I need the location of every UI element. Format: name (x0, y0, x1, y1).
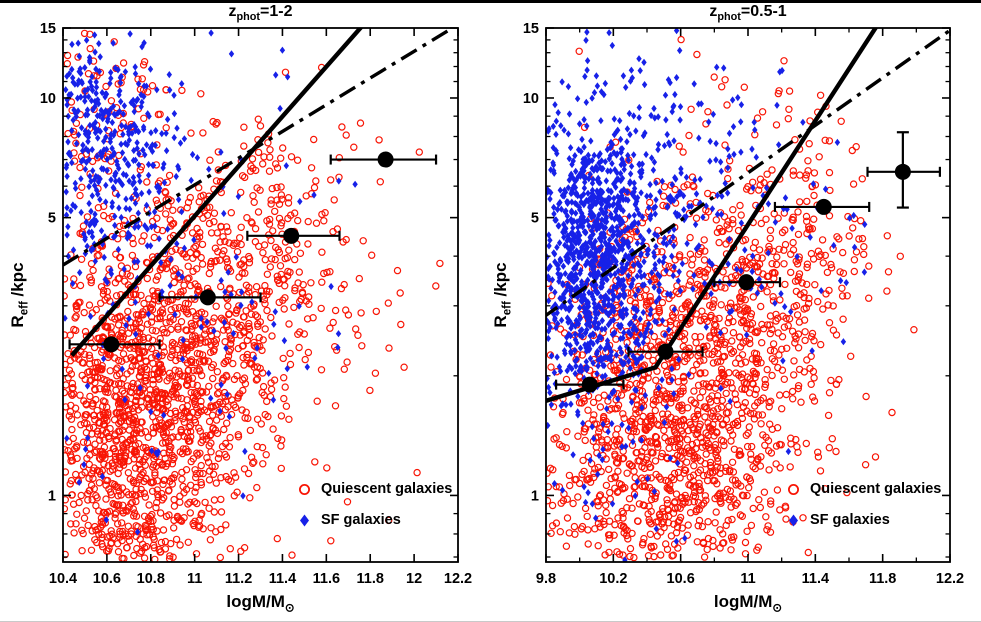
panel-right-title-eq: =0.5-1 (740, 3, 787, 20)
axes-panel-0: 10.4 10.6 10.8 11 11.2 11.4 11.6 11.8 12 12.21510… (40, 21, 472, 587)
svg-text:11: 11 (187, 571, 202, 587)
svg-text:5: 5 (48, 211, 56, 227)
x-axis-label-right-sub: ⊙ (772, 602, 783, 615)
svg-text:10: 10 (40, 91, 56, 107)
svg-text:10.8: 10.8 (137, 571, 165, 587)
legend-right-quiescent-label: Quiescent galaxies (810, 481, 942, 497)
svg-text:1: 1 (48, 488, 56, 504)
plot-content-panel-1 (546, 28, 950, 562)
sf-marker-icon (300, 514, 309, 526)
svg-text:11.4: 11.4 (269, 571, 296, 587)
legend-right-sf: SF galaxies (786, 512, 941, 528)
y-axis-label-left-base: R (8, 315, 27, 328)
top-divider-rule (0, 0, 981, 3)
y-axis-label-left-sub: eff (18, 301, 31, 316)
svg-text:10.6: 10.6 (667, 571, 695, 587)
sf-marker-icon (789, 514, 798, 526)
panel-right-title: zphot=0.5-1 (546, 3, 950, 25)
svg-text:10.4: 10.4 (49, 571, 77, 587)
legend-left-quiescent: Quiescent galaxies (297, 481, 452, 497)
legend-left-quiescent-label: Quiescent galaxies (321, 481, 453, 497)
legend-right-quiescent: Quiescent galaxies (786, 481, 941, 497)
panel-left-title-base: z (228, 3, 237, 20)
y-axis-label-right-base: R (491, 315, 510, 328)
svg-text:1: 1 (531, 488, 539, 504)
svg-text:10.6: 10.6 (93, 571, 121, 587)
legend-left-sf-label: SF galaxies (321, 512, 401, 528)
svg-text:11.6: 11.6 (313, 571, 340, 587)
svg-text:12.2: 12.2 (936, 571, 964, 587)
svg-text:11.8: 11.8 (357, 571, 384, 587)
quiescent-marker-icon (299, 483, 310, 495)
svg-text:15: 15 (40, 21, 56, 37)
svg-text:11.4: 11.4 (802, 571, 829, 587)
plot-content-panel-0 (63, 28, 456, 562)
svg-text:9.8: 9.8 (536, 571, 556, 587)
panel-left-title-sub: phot (236, 11, 261, 24)
svg-text:12.2: 12.2 (444, 571, 472, 587)
svg-text:11.2: 11.2 (225, 571, 252, 587)
svg-text:5: 5 (531, 211, 539, 227)
y-axis-label-left: Reff /kpc (8, 230, 30, 360)
svg-text:12: 12 (406, 571, 422, 587)
legend-right: Quiescent galaxies SF galaxies (786, 481, 941, 528)
panel-left-title: zphot=1-2 (63, 3, 458, 25)
quiescent-marker-icon (788, 483, 799, 495)
legend-right-sf-label: SF galaxies (810, 512, 890, 528)
panel-right-title-base: z (709, 3, 718, 20)
y-axis-label-left-rest: /kpc (8, 262, 27, 302)
svg-text:15: 15 (523, 21, 539, 37)
y-axis-label-right-sub: eff (501, 301, 514, 316)
svg-text:11: 11 (740, 571, 755, 587)
x-axis-label-left-sub: ⊙ (284, 602, 295, 615)
legend-left-sf: SF galaxies (297, 512, 452, 528)
x-axis-label-right: logM/M⊙ (546, 592, 950, 614)
x-axis-label-left: logM/M⊙ (63, 592, 458, 614)
panel-right-title-sub: phot (717, 11, 741, 24)
x-axis-label-left-base: logM/M (226, 592, 285, 611)
svg-text:11.8: 11.8 (869, 571, 896, 587)
legend-left: Quiescent galaxies SF galaxies (297, 481, 452, 528)
panel-left-title-eq: =1-2 (260, 3, 293, 20)
x-axis-label-right-base: logM/M (713, 592, 773, 611)
svg-text:10.2: 10.2 (599, 571, 627, 587)
y-axis-label-right-rest: /kpc (491, 262, 510, 302)
svg-text:10: 10 (523, 91, 539, 107)
y-axis-label-right: Reff /kpc (491, 230, 513, 360)
